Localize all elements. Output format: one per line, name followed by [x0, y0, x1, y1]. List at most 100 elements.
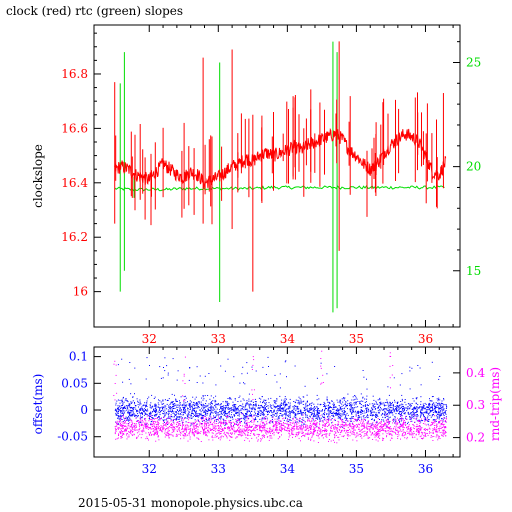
rnd-trip-point	[298, 433, 300, 434]
rnd-trip-point	[410, 428, 412, 430]
offset-point	[440, 406, 442, 408]
offset-point	[145, 413, 147, 415]
offset-point	[134, 402, 135, 403]
rnd-trip-point	[299, 431, 301, 433]
offset-point	[248, 393, 250, 395]
rnd-trip-point	[221, 426, 222, 428]
rnd-trip-point	[377, 431, 379, 432]
rnd-trip-point	[352, 426, 354, 428]
rnd-trip-point	[403, 421, 404, 423]
offset-point	[187, 416, 189, 418]
offset-point	[351, 403, 353, 405]
rnd-trip-point	[413, 432, 415, 434]
offset-point	[353, 408, 355, 410]
offset-point	[316, 411, 318, 412]
rnd-trip-point	[137, 429, 139, 431]
offset-point	[229, 416, 231, 418]
rnd-trip-point	[410, 432, 412, 434]
rnd-trip-point	[136, 421, 138, 422]
rnd-trip-point	[149, 417, 150, 419]
offset-point	[260, 405, 262, 406]
offset-point	[281, 414, 283, 416]
offset-point	[169, 416, 171, 418]
rnd-trip-point	[288, 430, 290, 432]
rnd-trip-point	[370, 423, 372, 425]
offset-point	[360, 410, 362, 412]
offset-point	[169, 408, 171, 410]
rnd-trip-point	[353, 427, 355, 429]
offset-point	[176, 416, 178, 418]
offset-point	[366, 404, 368, 406]
rnd-trip-point	[412, 434, 414, 436]
rnd-trip-point	[192, 425, 194, 427]
rnd-trip-point	[164, 430, 166, 432]
offset-point	[432, 409, 434, 411]
offset-point	[278, 408, 279, 410]
offset-point	[435, 411, 437, 412]
offset-point	[188, 404, 190, 406]
offset-point	[137, 410, 139, 412]
offset-point	[270, 405, 272, 407]
rnd-trip-point	[167, 423, 169, 425]
rnd-trip-point	[306, 424, 308, 426]
offset-point	[251, 411, 253, 412]
offset-point	[428, 407, 430, 408]
offset-point	[295, 417, 297, 419]
offset-point	[148, 396, 150, 398]
rnd-trip-point	[342, 420, 344, 422]
rnd-trip-point	[301, 436, 302, 438]
offset-point	[345, 415, 347, 417]
rnd-trip-point	[275, 421, 277, 423]
offset-point	[336, 410, 338, 412]
offset-point	[186, 404, 188, 406]
rnd-trip-point	[370, 426, 372, 428]
offset-point	[403, 410, 405, 412]
offset-point	[266, 414, 268, 416]
rnd-trip-point	[123, 421, 125, 423]
rnd-trip-point	[322, 437, 324, 439]
offset-point	[224, 405, 226, 407]
offset-point	[283, 409, 285, 411]
offset-point	[118, 415, 120, 417]
rnd-trip-point	[376, 427, 378, 429]
rnd-trip-point	[278, 419, 280, 421]
rnd-trip-point	[195, 424, 197, 426]
offset-point	[184, 407, 186, 409]
offset-point	[289, 406, 291, 407]
offset-point	[435, 415, 437, 417]
offset-point	[225, 415, 227, 417]
rnd-trip-point	[325, 429, 327, 430]
offset-point	[170, 410, 172, 412]
offset-point	[404, 399, 406, 400]
offset-point	[286, 398, 287, 400]
offset-point	[278, 410, 280, 412]
offset-point	[428, 412, 430, 414]
offset-point	[159, 409, 161, 411]
offset-point	[278, 416, 280, 418]
offset-point	[309, 407, 311, 409]
offset-point	[299, 398, 301, 400]
offset-point	[125, 407, 126, 409]
offset-point	[270, 407, 272, 409]
rnd-trip-point	[167, 429, 169, 431]
rnd-trip-point	[203, 432, 205, 434]
rnd-trip-point	[123, 430, 125, 432]
rnd-trip-point	[343, 430, 345, 432]
rnd-trip-point	[128, 436, 130, 438]
rnd-trip-point	[302, 431, 304, 433]
offset-point	[324, 405, 326, 407]
rnd-trip-point	[420, 427, 422, 429]
offset-point	[234, 406, 236, 408]
offset-point	[123, 408, 125, 409]
rnd-trip-point	[290, 422, 292, 424]
rnd-trip-point	[210, 428, 212, 430]
offset-point	[443, 415, 445, 416]
rnd-trip-point	[403, 422, 405, 424]
rnd-trip-point	[221, 435, 223, 437]
offset-point	[392, 409, 394, 411]
offset-point	[313, 403, 315, 405]
offset-point	[230, 417, 232, 419]
offset-point	[246, 408, 248, 410]
rnd-trip-point	[149, 427, 151, 428]
offset-point	[220, 403, 222, 405]
